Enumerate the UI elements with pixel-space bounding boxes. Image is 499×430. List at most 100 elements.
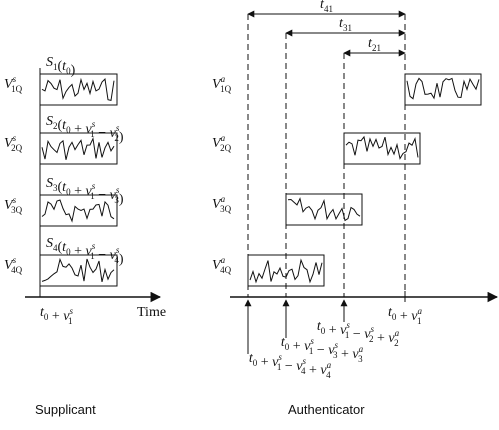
symbol: t: [281, 335, 286, 350]
superscript: a: [221, 194, 226, 204]
supplicant-caption: Supplicant: [35, 402, 96, 417]
superscript: s: [116, 185, 120, 195]
superscript: s: [371, 324, 375, 334]
text-part: ): [71, 63, 76, 78]
superscript: s: [13, 195, 17, 205]
subscript: 0: [392, 312, 397, 322]
superscript: a: [359, 344, 364, 354]
symbol: t: [62, 240, 67, 255]
row-label: Vs 3Q: [4, 195, 23, 215]
signal-box: [39, 132, 118, 165]
row-label: Vs 1Q: [4, 74, 23, 94]
subscript: 4Q: [220, 265, 232, 275]
subscript: 1: [277, 362, 282, 372]
symbol: V: [212, 197, 222, 212]
text-part: ): [119, 192, 124, 207]
symbol: t: [388, 305, 393, 320]
superscript: a: [221, 133, 226, 143]
symbol: ν: [85, 184, 92, 199]
waveform: [41, 199, 115, 223]
subscript: 4: [301, 366, 306, 376]
text-part: +: [338, 347, 353, 362]
symbol: S: [46, 55, 53, 70]
subscript: 31: [343, 23, 352, 33]
symbol: ν: [388, 331, 395, 346]
waveform: [406, 77, 480, 100]
symbol: ν: [352, 347, 359, 362]
superscript: s: [116, 245, 120, 255]
row-label: Va 2Q: [212, 133, 232, 153]
signal-box: [39, 194, 118, 227]
text-part: +: [396, 309, 411, 324]
waveform: [41, 137, 115, 160]
subscript: 4: [326, 370, 331, 380]
text-part: +: [306, 363, 321, 378]
symbol: ν: [85, 122, 92, 137]
symbol: t: [317, 319, 322, 334]
subscript: 41: [324, 4, 333, 14]
superscript: s: [13, 255, 17, 265]
time-label: t0 + νs 1 − νs 3 + νa 3: [281, 335, 364, 364]
text-part: −: [281, 359, 296, 374]
waveform: [345, 135, 419, 160]
subscript: 4: [53, 243, 58, 253]
symbol: t: [40, 305, 45, 320]
row-label: Va 1Q: [212, 74, 232, 94]
symbol: S: [46, 114, 53, 129]
subscript: 0: [66, 187, 71, 197]
superscript: a: [221, 255, 226, 265]
signal-label: S3(t0 + νs 1 − νs 3): [46, 176, 124, 207]
text-part: +: [325, 323, 340, 338]
symbol: t: [249, 351, 254, 366]
origin-label: t0 + νs 1: [40, 305, 74, 326]
subscript: 0: [66, 247, 71, 257]
superscript: s: [13, 133, 17, 143]
superscript: s: [70, 306, 74, 316]
superscript: s: [92, 241, 96, 251]
subscript: 1: [309, 346, 314, 356]
subscript: 2: [394, 338, 399, 348]
text-part: (: [58, 240, 63, 255]
text-part: −: [313, 343, 328, 358]
time-label: t0 + νa 1: [388, 305, 423, 326]
text-part: ): [119, 252, 124, 267]
signal-box: [404, 73, 482, 106]
time-label: t0 + νs 1 − νs 4 + νa 4: [249, 351, 332, 380]
symbol: V: [212, 258, 222, 273]
symbol: V: [212, 136, 222, 151]
subscript: 2Q: [220, 143, 232, 153]
symbol: t: [62, 180, 67, 195]
symbol: t: [62, 118, 67, 133]
superscript: a: [221, 74, 226, 84]
subscript: 3: [333, 350, 338, 360]
subscript: 1Q: [11, 84, 23, 94]
symbol: t: [368, 36, 373, 51]
subscript: 0: [253, 358, 258, 368]
superscript: s: [13, 74, 17, 84]
subscript: 3: [358, 354, 363, 364]
subscript: 0: [66, 66, 71, 76]
text-part: +: [71, 244, 86, 259]
signal-box: [39, 73, 118, 106]
subscript: 0: [66, 125, 71, 135]
subscript: 4Q: [11, 265, 23, 275]
symbol: ν: [320, 363, 327, 378]
waveform: [287, 197, 361, 222]
interval-label: t21: [368, 36, 381, 53]
symbol: ν: [328, 343, 335, 358]
superscript: s: [92, 119, 96, 129]
superscript: s: [335, 340, 339, 350]
symbol: t: [320, 0, 325, 12]
symbol: t: [339, 16, 344, 31]
interval-label: t31: [339, 16, 352, 33]
text-part: +: [257, 355, 272, 370]
interval-label: t41: [320, 0, 333, 14]
signal-label: S2(t0 + νs 1 − νs 2): [46, 114, 124, 145]
subscript: 1: [417, 316, 422, 326]
subscript: 2Q: [11, 143, 23, 153]
time-label: t0 + νs 1 − νs 2 + νa 2: [317, 319, 400, 348]
symbol: t: [62, 59, 67, 74]
subscript: 21: [372, 43, 381, 53]
